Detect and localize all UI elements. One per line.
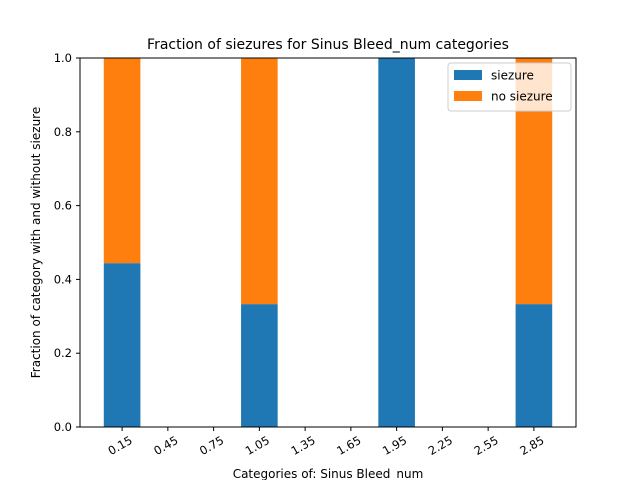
x-tick-label: 0.75 xyxy=(197,433,226,458)
y-tick-label: 0.0 xyxy=(54,420,72,434)
y-axis-label: Fraction of category with and without si… xyxy=(29,107,43,378)
bars-layer xyxy=(103,58,553,427)
chart-title: Fraction of siezures for Sinus Bleed_num… xyxy=(147,37,509,53)
bar-siezure-1.95 xyxy=(378,58,415,427)
x-tick-label: 2.55 xyxy=(472,433,501,458)
x-tick-label: 1.35 xyxy=(289,433,318,458)
plot-frame xyxy=(79,57,577,428)
y-tick-label: 1.0 xyxy=(54,51,72,65)
bar-siezure-0.15 xyxy=(103,263,141,427)
x-axis-ticks: 0.15 0.45 0.75 1.05 1.35 1.65 1.95 2.25 2.55 2.85 xyxy=(106,427,546,458)
x-tick-label: 0.15 xyxy=(106,433,135,458)
legend-label-no-siezure: no siezure xyxy=(491,90,553,104)
legend-swatch-no-siezure xyxy=(454,91,482,101)
x-tick-label: 1.65 xyxy=(334,433,363,458)
x-tick-label: 1.05 xyxy=(243,433,272,458)
x-tick-label: 1.95 xyxy=(380,433,409,458)
bar-siezure-2.85 xyxy=(515,304,553,427)
x-tick-label: 2.25 xyxy=(426,433,455,458)
y-tick-label: 0.4 xyxy=(54,272,72,286)
x-tick-label: 0.45 xyxy=(151,433,180,458)
y-axis-ticks: 0.0 0.2 0.4 0.6 0.8 1.0 xyxy=(54,51,80,434)
legend: siezure no siezure xyxy=(447,62,572,112)
bar-no-siezure-1.05 xyxy=(241,58,278,305)
bar-siezure-1.05 xyxy=(241,304,278,427)
legend-swatch-siezure xyxy=(454,70,482,80)
x-axis-label: Categories of: Sinus Bleed_num xyxy=(233,467,424,480)
x-tick-label: 2.85 xyxy=(517,433,546,458)
bar-no-siezure-0.15 xyxy=(103,58,141,264)
y-tick-label: 0.8 xyxy=(54,125,72,139)
y-tick-label: 0.6 xyxy=(54,199,72,213)
legend-label-siezure: siezure xyxy=(491,69,534,83)
y-tick-label: 0.2 xyxy=(54,346,72,360)
